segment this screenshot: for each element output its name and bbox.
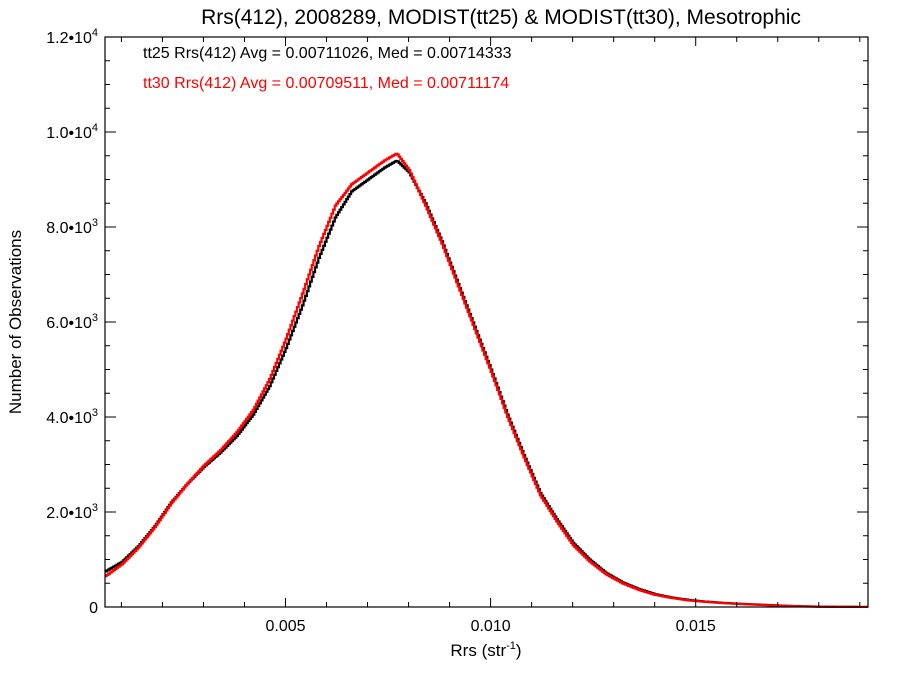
y-tick-labels: 0 2.0•103 4.0•103 6.0•103 8.0•103 1.0•104 1.2•…: [46, 27, 98, 617]
series-layer: [105, 152, 868, 609]
y-tick-label: 4.0•103: [46, 407, 98, 427]
legend: tt25 Rrs(412) Avg = 0.00711026, Med = 0.…: [143, 45, 512, 92]
y-tick-label: 1.0•104: [46, 122, 98, 142]
chart-title: Rrs(412), 2008289, MODIST(tt25) & MODIST…: [201, 6, 801, 29]
series-line-1: [105, 159, 868, 609]
x-axis-title: Rrs (str-1): [450, 640, 521, 660]
y-tick-label: 1.2•104: [46, 27, 98, 47]
y-axis-title: Number of Observations: [6, 230, 25, 414]
tick-marks: [105, 36, 868, 608]
x-tick-label: 0.005: [265, 618, 305, 635]
axis-ticks: [105, 36, 868, 608]
legend-entry-2: tt30 Rrs(412) Avg = 0.00709511, Med = 0.…: [143, 75, 509, 92]
y-tick-label: 0: [89, 600, 98, 617]
x-tick-label: 0.015: [676, 618, 716, 635]
y-tick-label: 6.0•103: [46, 312, 98, 332]
legend-entry-1: tt25 Rrs(412) Avg = 0.00711026, Med = 0.…: [143, 45, 512, 62]
x-tick-labels: 0.005 0.010 0.015: [265, 618, 715, 635]
x-tick-label: 0.010: [471, 618, 511, 635]
series-line-2: [105, 152, 868, 609]
y-tick-label: 8.0•103: [46, 217, 98, 237]
y-tick-label: 2.0•103: [46, 502, 98, 522]
plot-frame: [104, 36, 869, 608]
